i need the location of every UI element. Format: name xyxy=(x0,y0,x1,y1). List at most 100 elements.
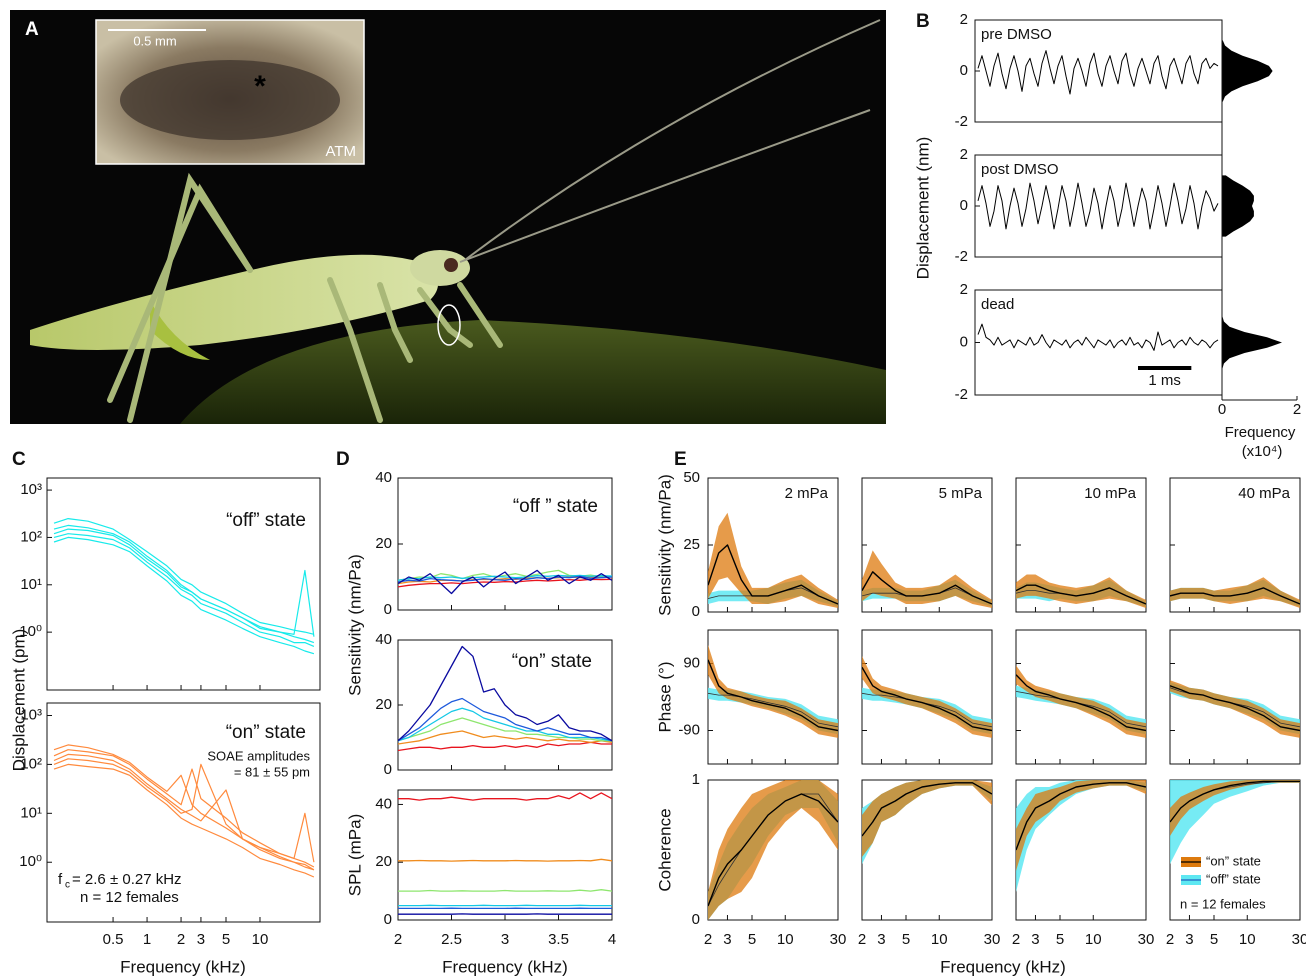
x-tick-label: 2 xyxy=(704,931,712,948)
mean-line xyxy=(862,782,992,837)
band xyxy=(708,644,838,738)
y-axis-label: Sensitivity (nm/Pa) xyxy=(655,474,674,616)
plot-area xyxy=(708,644,838,738)
legend-label: “on” state xyxy=(1206,853,1261,868)
x-tick-label: 5 xyxy=(748,931,756,948)
data-line xyxy=(398,792,612,801)
inset-membrane xyxy=(120,60,340,140)
y-axis-label: SPL (mPa) xyxy=(345,814,364,897)
x-tick-label: 3 xyxy=(877,931,885,948)
legend-label: “off” state xyxy=(1206,871,1261,886)
data-line xyxy=(398,645,612,742)
x-tick-label: 5 xyxy=(222,931,230,948)
y-tick-label: 10³ xyxy=(20,481,42,498)
subplot-label: post DMSO xyxy=(981,161,1059,178)
histogram xyxy=(1222,175,1254,237)
y-axis-label: Phase (°) xyxy=(655,661,674,732)
mean-line xyxy=(1016,782,1146,851)
column-title: 5 mPa xyxy=(939,485,983,502)
mean-line xyxy=(862,571,992,605)
data-line xyxy=(398,741,612,752)
data-line xyxy=(398,889,612,892)
y-tick-label: 0 xyxy=(692,603,700,620)
subplot-label: “off” state xyxy=(226,510,306,531)
subplot-label: “off ” state xyxy=(513,496,598,517)
y-tick-label: 2 xyxy=(960,281,968,298)
data-line xyxy=(53,744,315,868)
column-title: 10 mPa xyxy=(1084,485,1136,502)
y-tick-label: 20 xyxy=(375,853,392,870)
y-tick-label: 0 xyxy=(692,911,700,928)
x-tick-label: 30 xyxy=(1292,931,1306,948)
mean-line xyxy=(708,692,838,728)
x-tick-label: 2 xyxy=(1293,401,1301,418)
data-line xyxy=(977,182,1219,230)
y-tick-label: 0 xyxy=(384,911,392,928)
insect-abdomen xyxy=(150,300,210,360)
insect-head xyxy=(410,250,470,286)
y-tick-label: 20 xyxy=(375,696,392,713)
x-tick-label: 3 xyxy=(723,931,731,948)
x-tick-label: 0.5 xyxy=(103,931,124,948)
plot-area xyxy=(1016,665,1146,738)
x-tick-label: 30 xyxy=(984,931,1001,948)
data-line xyxy=(398,858,612,862)
y-tick-label: 50 xyxy=(683,469,700,486)
data-line xyxy=(398,697,612,742)
scale-bar xyxy=(1138,366,1192,370)
x-tick-label: 3 xyxy=(1031,931,1039,948)
panel-letter: E xyxy=(674,449,687,470)
y-axis-label: Sensitivity (nm/Pa) xyxy=(345,554,364,696)
atm-highlight xyxy=(437,304,461,346)
x-tick-label: 10 xyxy=(931,931,948,948)
x-tick-label: 10 xyxy=(777,931,794,948)
y-tick-label: 40 xyxy=(375,469,392,486)
data-line xyxy=(398,569,612,595)
panel-letter: A xyxy=(25,19,39,40)
band xyxy=(1016,665,1146,738)
x-tick-label: 4 xyxy=(608,931,616,948)
data-line xyxy=(53,758,315,871)
insect-legs xyxy=(107,172,503,423)
subplot-label: dead xyxy=(981,296,1014,313)
histogram xyxy=(1222,311,1282,374)
y-tick-label: 10⁰ xyxy=(19,623,42,640)
y-tick-label: 0 xyxy=(960,62,968,79)
band xyxy=(1170,577,1300,608)
plot-area xyxy=(1016,780,1146,892)
band xyxy=(862,656,992,738)
inset-marker: * xyxy=(254,70,266,103)
band xyxy=(1016,574,1146,608)
data-line xyxy=(398,707,612,742)
y-tick-label: 2 xyxy=(960,146,968,163)
plot-area xyxy=(977,323,1219,351)
data-line xyxy=(977,50,1219,95)
scale-bar-label: 1 ms xyxy=(1148,372,1181,389)
mean-line xyxy=(862,666,992,732)
y-tick-label: 0 xyxy=(960,333,968,350)
y-tick-label: 10² xyxy=(20,528,42,545)
data-line xyxy=(53,518,315,635)
scale-bar-label: 0.5 mm xyxy=(133,33,176,48)
annotation: c xyxy=(65,880,70,891)
data-line xyxy=(398,717,612,742)
x-axis-label: Frequency (kHz) xyxy=(940,957,1066,976)
plot-frame xyxy=(397,789,613,921)
x-tick-label: 3.5 xyxy=(548,931,569,948)
legend-note: n = 12 females xyxy=(1180,896,1266,911)
subplot-label: “on” state xyxy=(226,722,306,743)
plot-area xyxy=(398,792,612,915)
subplot-label: “on” state xyxy=(512,651,592,672)
plot-area xyxy=(862,780,992,864)
data-line xyxy=(53,763,315,878)
y-tick-label: 0 xyxy=(960,197,968,214)
mean-line xyxy=(1170,587,1300,605)
mean-line xyxy=(708,659,838,732)
plot-area xyxy=(1170,680,1300,738)
x-axis-label: Frequency (kHz) xyxy=(120,957,246,976)
data-line xyxy=(398,576,612,585)
y-tick-label: 10¹ xyxy=(20,804,42,821)
annotation: SOAE amplitudes xyxy=(207,748,310,763)
